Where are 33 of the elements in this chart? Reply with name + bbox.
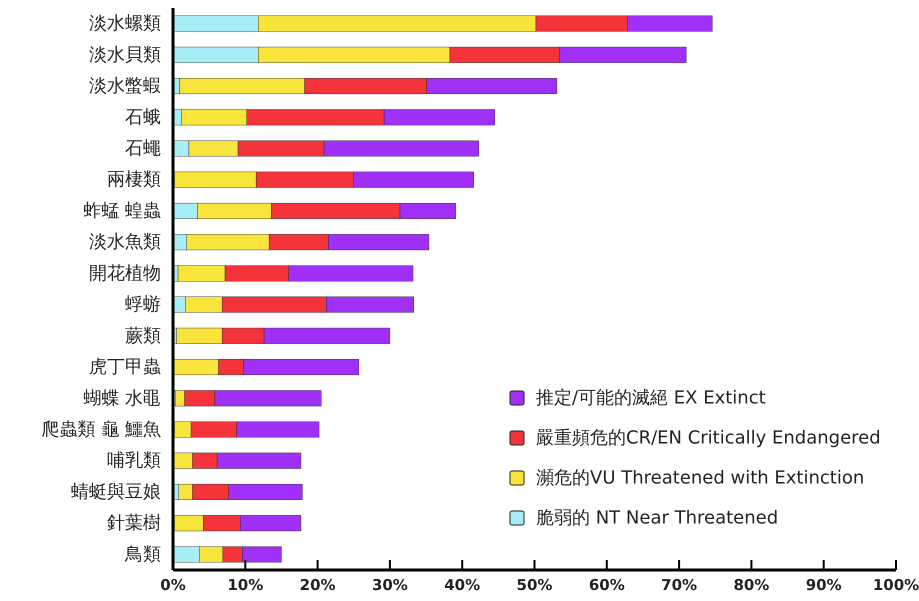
y-tick-label: 針葉樹 bbox=[107, 512, 161, 534]
legend-label: 嚴重頻危的CR/EN Critically Endangered bbox=[536, 428, 881, 448]
y-tick-label: 蚱蜢 蝗蟲 bbox=[83, 200, 161, 222]
x-tick-label: 70% bbox=[661, 576, 698, 594]
y-tick-label: 蝴蝶 水黽 bbox=[83, 388, 161, 409]
y-tick-label: 淡水螺類 bbox=[89, 13, 161, 34]
y-tick-label: 哺乳類 bbox=[107, 450, 161, 472]
y-tick-label: 蕨類 bbox=[125, 325, 161, 346]
x-tick-label: 100% bbox=[872, 576, 919, 594]
y-tick-label: 淡水魚類 bbox=[89, 232, 161, 253]
x-tick-label: 40% bbox=[444, 576, 480, 594]
legend-label: 瀕危的VU Threatened with Extinction bbox=[536, 468, 864, 488]
y-tick-label: 兩棲類 bbox=[107, 169, 161, 190]
x-tick-label: 30% bbox=[372, 576, 408, 594]
y-tick-label: 爬蟲類 龜 鱷魚 bbox=[42, 419, 161, 440]
x-tick-label: 20% bbox=[300, 576, 336, 594]
y-tick-label: 虎丁甲蟲 bbox=[89, 356, 161, 378]
y-tick-label: 開花植物 bbox=[89, 262, 161, 284]
x-tick-label: 0% bbox=[160, 576, 186, 594]
y-tick-label: 淡水貝類 bbox=[89, 44, 161, 66]
y-tick-label: 蜉蝣 bbox=[125, 294, 161, 316]
x-tick-label: 90% bbox=[806, 576, 842, 594]
y-tick-label: 淡水蟞蝦 bbox=[89, 76, 161, 97]
y-tick-label: 石蛾 bbox=[125, 106, 161, 128]
x-tick-label: 80% bbox=[733, 576, 770, 594]
legend-label: 脆弱的 NT Near Threatened bbox=[536, 508, 778, 528]
x-tick-label: 60% bbox=[588, 576, 625, 594]
y-tick-label: 蜻蜓與豆娘 bbox=[71, 481, 161, 502]
x-tick-label: 10% bbox=[227, 576, 264, 594]
y-tick-label: 鳥類 bbox=[124, 544, 161, 565]
x-tick-label: 50% bbox=[516, 576, 552, 594]
y-tick-label: 石蠅 bbox=[125, 138, 161, 159]
legend-label: 推定/可能的滅絕 EX Extinct bbox=[536, 388, 766, 408]
